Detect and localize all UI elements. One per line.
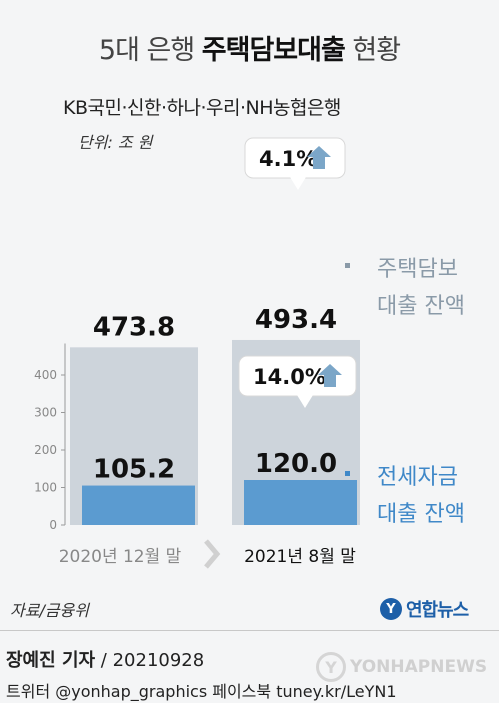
title-suffix: 현황 <box>344 35 401 66</box>
chevron-right-icon <box>204 539 221 569</box>
legend-marker <box>345 471 350 476</box>
legend-label: 전세자금 <box>377 465 458 490</box>
footer-divider <box>0 630 499 631</box>
yonhap-logo-text: 연합뉴스 <box>406 600 469 621</box>
y-tick-label: 0 <box>49 518 57 532</box>
y-tick-label: 300 <box>34 406 57 420</box>
social-links: 트위터 @yonhap_graphics 페이스북 tuney.kr/LeYN1 <box>6 682 397 701</box>
growth-rate-label: 14.0% <box>253 365 326 389</box>
legend-label: 대출 잔액 <box>377 502 465 527</box>
value-label-jeonse: 120.0 <box>255 449 337 479</box>
watermark-icon: Y <box>316 652 346 682</box>
callout-pointer <box>290 177 306 190</box>
reporter-date: / 20210928 <box>95 650 205 671</box>
value-label-jeonse: 105.2 <box>93 455 175 485</box>
reporter-line: 장예진 기자 / 20210928 <box>6 646 204 672</box>
arrow-up-icon <box>318 364 342 387</box>
value-label-housing: 493.4 <box>255 305 337 335</box>
y-tick-label: 200 <box>34 443 57 457</box>
legend-marker <box>345 263 350 268</box>
unit-label: 단위: 조 원 <box>78 133 153 152</box>
legend-label: 대출 잔액 <box>377 294 465 319</box>
watermark-text: YONHAPNEWS <box>350 657 488 677</box>
yonhap-logo: Y 연합뉴스 <box>380 596 469 622</box>
y-tick-label: 400 <box>34 368 57 382</box>
chart-title: 5대 은행 주택담보대출 현황 <box>0 28 499 67</box>
title-prefix: 5대 은행 <box>98 35 202 66</box>
bar-jeonse-loan <box>244 480 357 525</box>
legend-label: 주택담보 <box>377 257 458 282</box>
value-label-housing: 473.8 <box>93 312 175 342</box>
title-main: 주택담보대출 <box>201 35 346 66</box>
yonhap-logo-icon: Y <box>380 598 402 620</box>
y-tick-label: 100 <box>34 481 57 495</box>
source-label: 자료/금융위 <box>10 601 89 620</box>
watermark: Y YONHAPNEWS <box>316 652 487 682</box>
callout-pointer <box>297 395 313 408</box>
arrow-up-icon <box>307 146 331 169</box>
reporter-name: 장예진 기자 <box>6 650 96 671</box>
x-category-label: 2020년 12월 말 <box>59 547 182 567</box>
chart-subtitle: KB국민·신한·하나·우리·NH농협은행 <box>63 97 341 119</box>
growth-rate-label: 4.1% <box>259 147 317 171</box>
bar-chart: 0 100 200 300 400 473.8 105.2 493.4 120.0 4.1% 14.… <box>34 137 465 569</box>
x-category-label: 2021년 8월 말 <box>244 547 356 567</box>
bar-jeonse-loan <box>82 485 195 525</box>
